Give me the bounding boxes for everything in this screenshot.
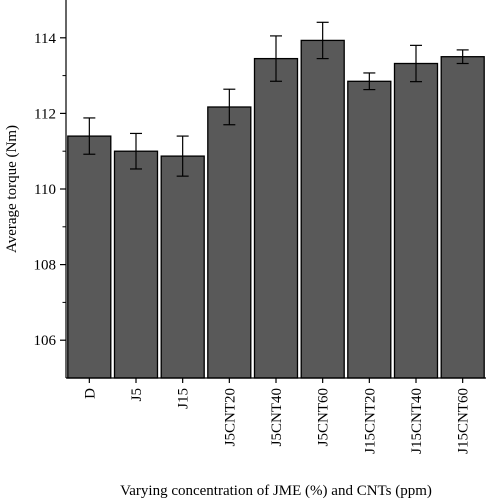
bar-j5cnt20 — [207, 106, 252, 379]
error-bars-group — [83, 21, 469, 177]
x-tick-label: J5CNT40 — [269, 388, 285, 446]
y-axis-title: Average torque (Nm) — [4, 125, 20, 253]
bar-d — [67, 135, 112, 379]
bar-j5cnt60 — [300, 39, 345, 379]
bar-j15cnt20 — [347, 80, 392, 379]
bar-j15 — [160, 155, 205, 379]
x-tick-label: J15CNT20 — [362, 388, 378, 454]
bars-group — [67, 39, 485, 379]
x-tick-label: J15CNT40 — [409, 388, 425, 454]
x-tick-label: J5CNT20 — [222, 388, 238, 446]
y-tick-label: 106 — [34, 333, 57, 349]
x-tick-label: D — [82, 388, 98, 399]
x-tick-label: J5 — [129, 388, 145, 401]
bar-j15cnt40 — [393, 62, 439, 379]
y-axis-ticks: 106 108 110 112 114 — [34, 31, 66, 349]
y-tick-label: 114 — [34, 31, 56, 47]
bar-j15cnt60 — [440, 56, 485, 379]
bar-j5cnt40 — [253, 57, 299, 379]
y-tick-label: 112 — [34, 106, 56, 122]
x-axis-ticks: D J5 J15 J5CNT20 J5CNT40 J5CNT60 J15CNT20 J15CN… — [82, 378, 472, 454]
y-tick-label: 108 — [34, 258, 57, 274]
x-axis-title: Varying concentration of JME (%) and CNT… — [120, 483, 432, 499]
x-tick-label: J5CNT60 — [316, 388, 332, 446]
y-tick-label: 110 — [34, 182, 56, 198]
x-tick-label: J15CNT60 — [456, 388, 472, 454]
x-tick-label: J15 — [176, 388, 192, 409]
bar-j5 — [113, 150, 159, 379]
